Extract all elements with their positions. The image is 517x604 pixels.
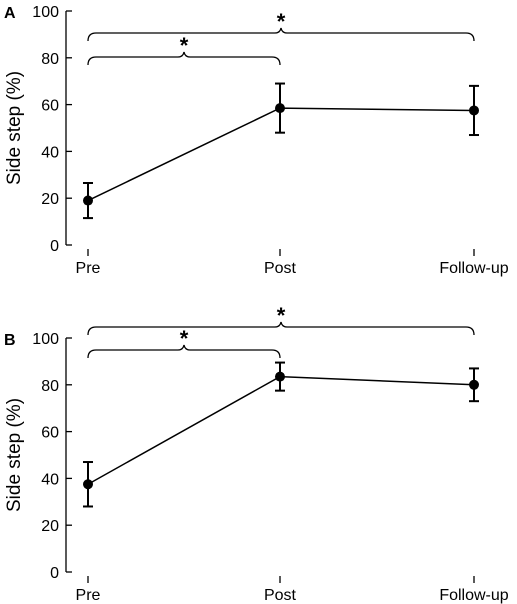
significance-bracket: [87, 27, 475, 42]
significance-star: *: [180, 33, 189, 58]
y-tick-label: 20: [41, 518, 59, 535]
y-tick-label: 80: [41, 51, 59, 68]
y-tick-label: 100: [32, 331, 59, 348]
x-tick-label: Pre: [76, 260, 101, 277]
significance-star: *: [277, 303, 286, 328]
y-tick-label: 40: [41, 144, 59, 161]
panel-letter: A: [4, 5, 16, 22]
panel-b: B Side step (%) 0 20 40 60 80 100 Pre Post Follow-…: [4, 303, 509, 604]
y-tick-label: 60: [41, 425, 59, 442]
y-axis-label: Side step (%): [4, 398, 25, 512]
y-axis-label: Side step (%): [4, 71, 25, 185]
data-point: [83, 479, 93, 490]
significance-star: *: [277, 9, 286, 34]
x-tick-label: Pre: [76, 587, 101, 604]
significance-bracket: [87, 344, 281, 359]
y-tick-label: 80: [41, 378, 59, 395]
data-point: [275, 371, 285, 382]
y-tick-label: 100: [32, 4, 59, 21]
significance-star: *: [180, 326, 189, 351]
x-tick-label: Post: [264, 587, 297, 604]
y-tick-label: 60: [41, 98, 59, 115]
y-tick-label: 0: [50, 565, 59, 582]
x-tick-label: Follow-up: [439, 587, 508, 604]
significance-bracket: [87, 51, 281, 66]
data-point: [83, 195, 93, 206]
series-line: [87, 375, 475, 485]
y-tick-label: 0: [50, 238, 59, 255]
significance-bracket: [87, 321, 475, 336]
data-point: [469, 105, 479, 116]
y-tick-label: 40: [41, 471, 59, 488]
y-tick-label: 20: [41, 191, 59, 208]
x-tick-label: Post: [264, 260, 297, 277]
data-point: [469, 379, 479, 390]
panel-letter: B: [4, 332, 16, 349]
data-point: [275, 103, 285, 114]
panel-a: A Side step (%) 0 20 40 60 80 100 Pre Post Follow-…: [4, 4, 509, 277]
x-tick-label: Follow-up: [439, 260, 508, 277]
